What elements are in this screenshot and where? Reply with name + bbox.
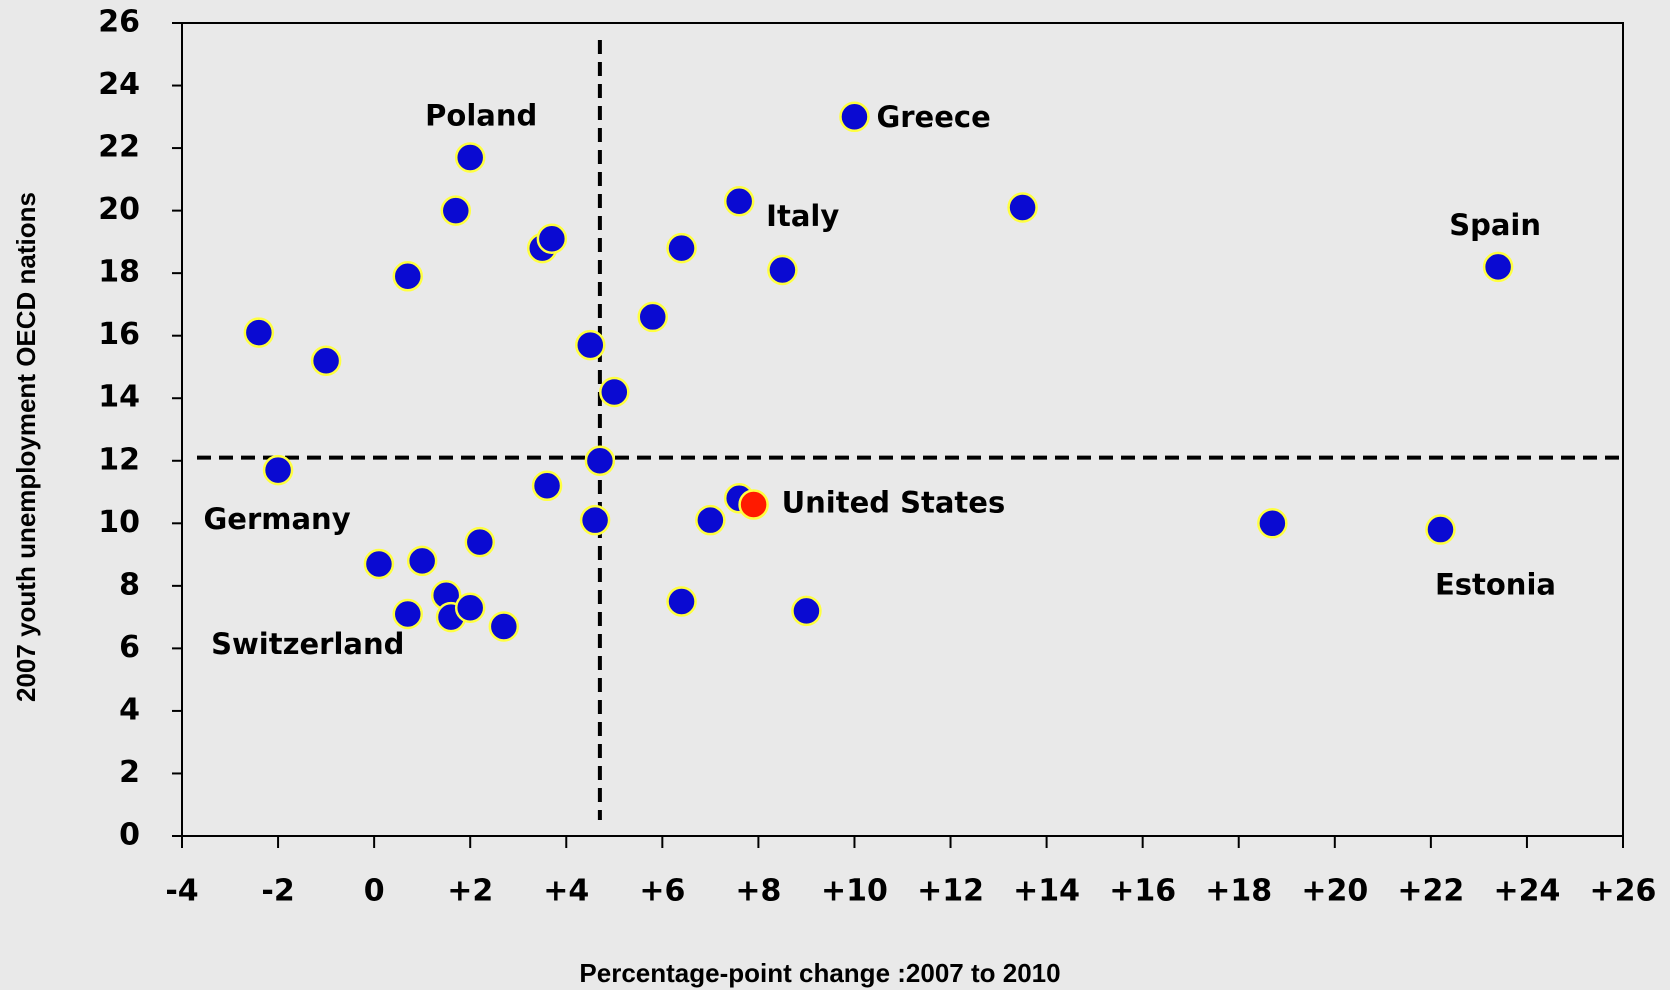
point <box>406 545 438 577</box>
point-label: Spain <box>1449 208 1541 242</box>
point-label: Poland <box>425 98 537 132</box>
point <box>695 504 726 536</box>
point <box>666 586 697 617</box>
point <box>1007 192 1038 223</box>
x-tick-label: +14 <box>1013 874 1080 909</box>
plot-frame <box>181 22 1624 837</box>
point-label: United States <box>782 486 1006 520</box>
y-tick-label: 20 <box>98 192 140 227</box>
point <box>723 185 755 217</box>
x-tick-label: -4 <box>165 874 198 909</box>
x-tick-label: 0 <box>364 874 385 909</box>
x-tick-label: +6 <box>639 874 685 909</box>
point <box>738 489 769 520</box>
point <box>1425 514 1456 545</box>
y-tick-label: 16 <box>98 317 140 352</box>
point <box>1257 508 1288 539</box>
y-tick-label: 4 <box>119 692 140 727</box>
point <box>791 595 822 627</box>
point <box>666 232 697 264</box>
point <box>392 261 424 292</box>
x-tick-label: +20 <box>1301 874 1368 909</box>
y-tick-label: 26 <box>98 5 140 40</box>
point <box>575 329 606 361</box>
point <box>243 317 275 348</box>
point <box>310 345 342 376</box>
x-tick-label: +22 <box>1397 874 1464 909</box>
y-tick-label: 12 <box>98 442 140 477</box>
point <box>464 526 496 558</box>
point-label: Germany <box>204 502 351 536</box>
point <box>531 470 563 502</box>
point-label: Estonia <box>1435 568 1556 602</box>
y-tick-label: 6 <box>119 630 140 665</box>
x-tick-label: +24 <box>1493 874 1560 909</box>
point <box>392 598 424 630</box>
point-label: Italy <box>766 199 839 233</box>
point <box>637 301 668 333</box>
point <box>363 548 395 580</box>
point <box>440 195 472 226</box>
point <box>454 592 486 623</box>
y-tick-label: 2 <box>119 755 140 790</box>
x-tick-label: +26 <box>1590 874 1657 909</box>
point <box>536 223 568 255</box>
x-tick-label: +12 <box>917 874 984 909</box>
point <box>839 101 870 133</box>
y-tick-label: 0 <box>119 818 140 853</box>
y-tick-label: 22 <box>98 130 140 165</box>
x-tick-label: +2 <box>447 874 493 909</box>
point <box>488 611 520 642</box>
point <box>262 454 294 486</box>
y-tick-label: 14 <box>98 380 140 415</box>
x-tick-label: +18 <box>1205 874 1272 909</box>
point <box>767 254 798 286</box>
y-tick-label: 24 <box>98 67 140 102</box>
point <box>584 445 616 477</box>
point <box>1482 251 1514 283</box>
y-tick-label: 10 <box>98 505 140 540</box>
x-tick-label: -2 <box>261 874 294 909</box>
point <box>454 142 486 173</box>
y-axis-title: 2007 youth unemployment OECD nations <box>11 192 41 702</box>
point-label: Greece <box>876 100 990 134</box>
y-tick-label: 18 <box>98 255 140 290</box>
x-tick-label: +16 <box>1109 874 1176 909</box>
y-tick-label: 8 <box>119 567 140 602</box>
x-tick-label: +4 <box>543 874 589 909</box>
point-label: Switzerland <box>211 627 404 661</box>
x-tick-label: +8 <box>735 874 781 909</box>
point <box>599 376 630 408</box>
x-tick-label: +10 <box>821 874 888 909</box>
point <box>579 504 611 536</box>
x-axis-title: Percentage-point change :2007 to 2010 <box>579 958 1060 988</box>
